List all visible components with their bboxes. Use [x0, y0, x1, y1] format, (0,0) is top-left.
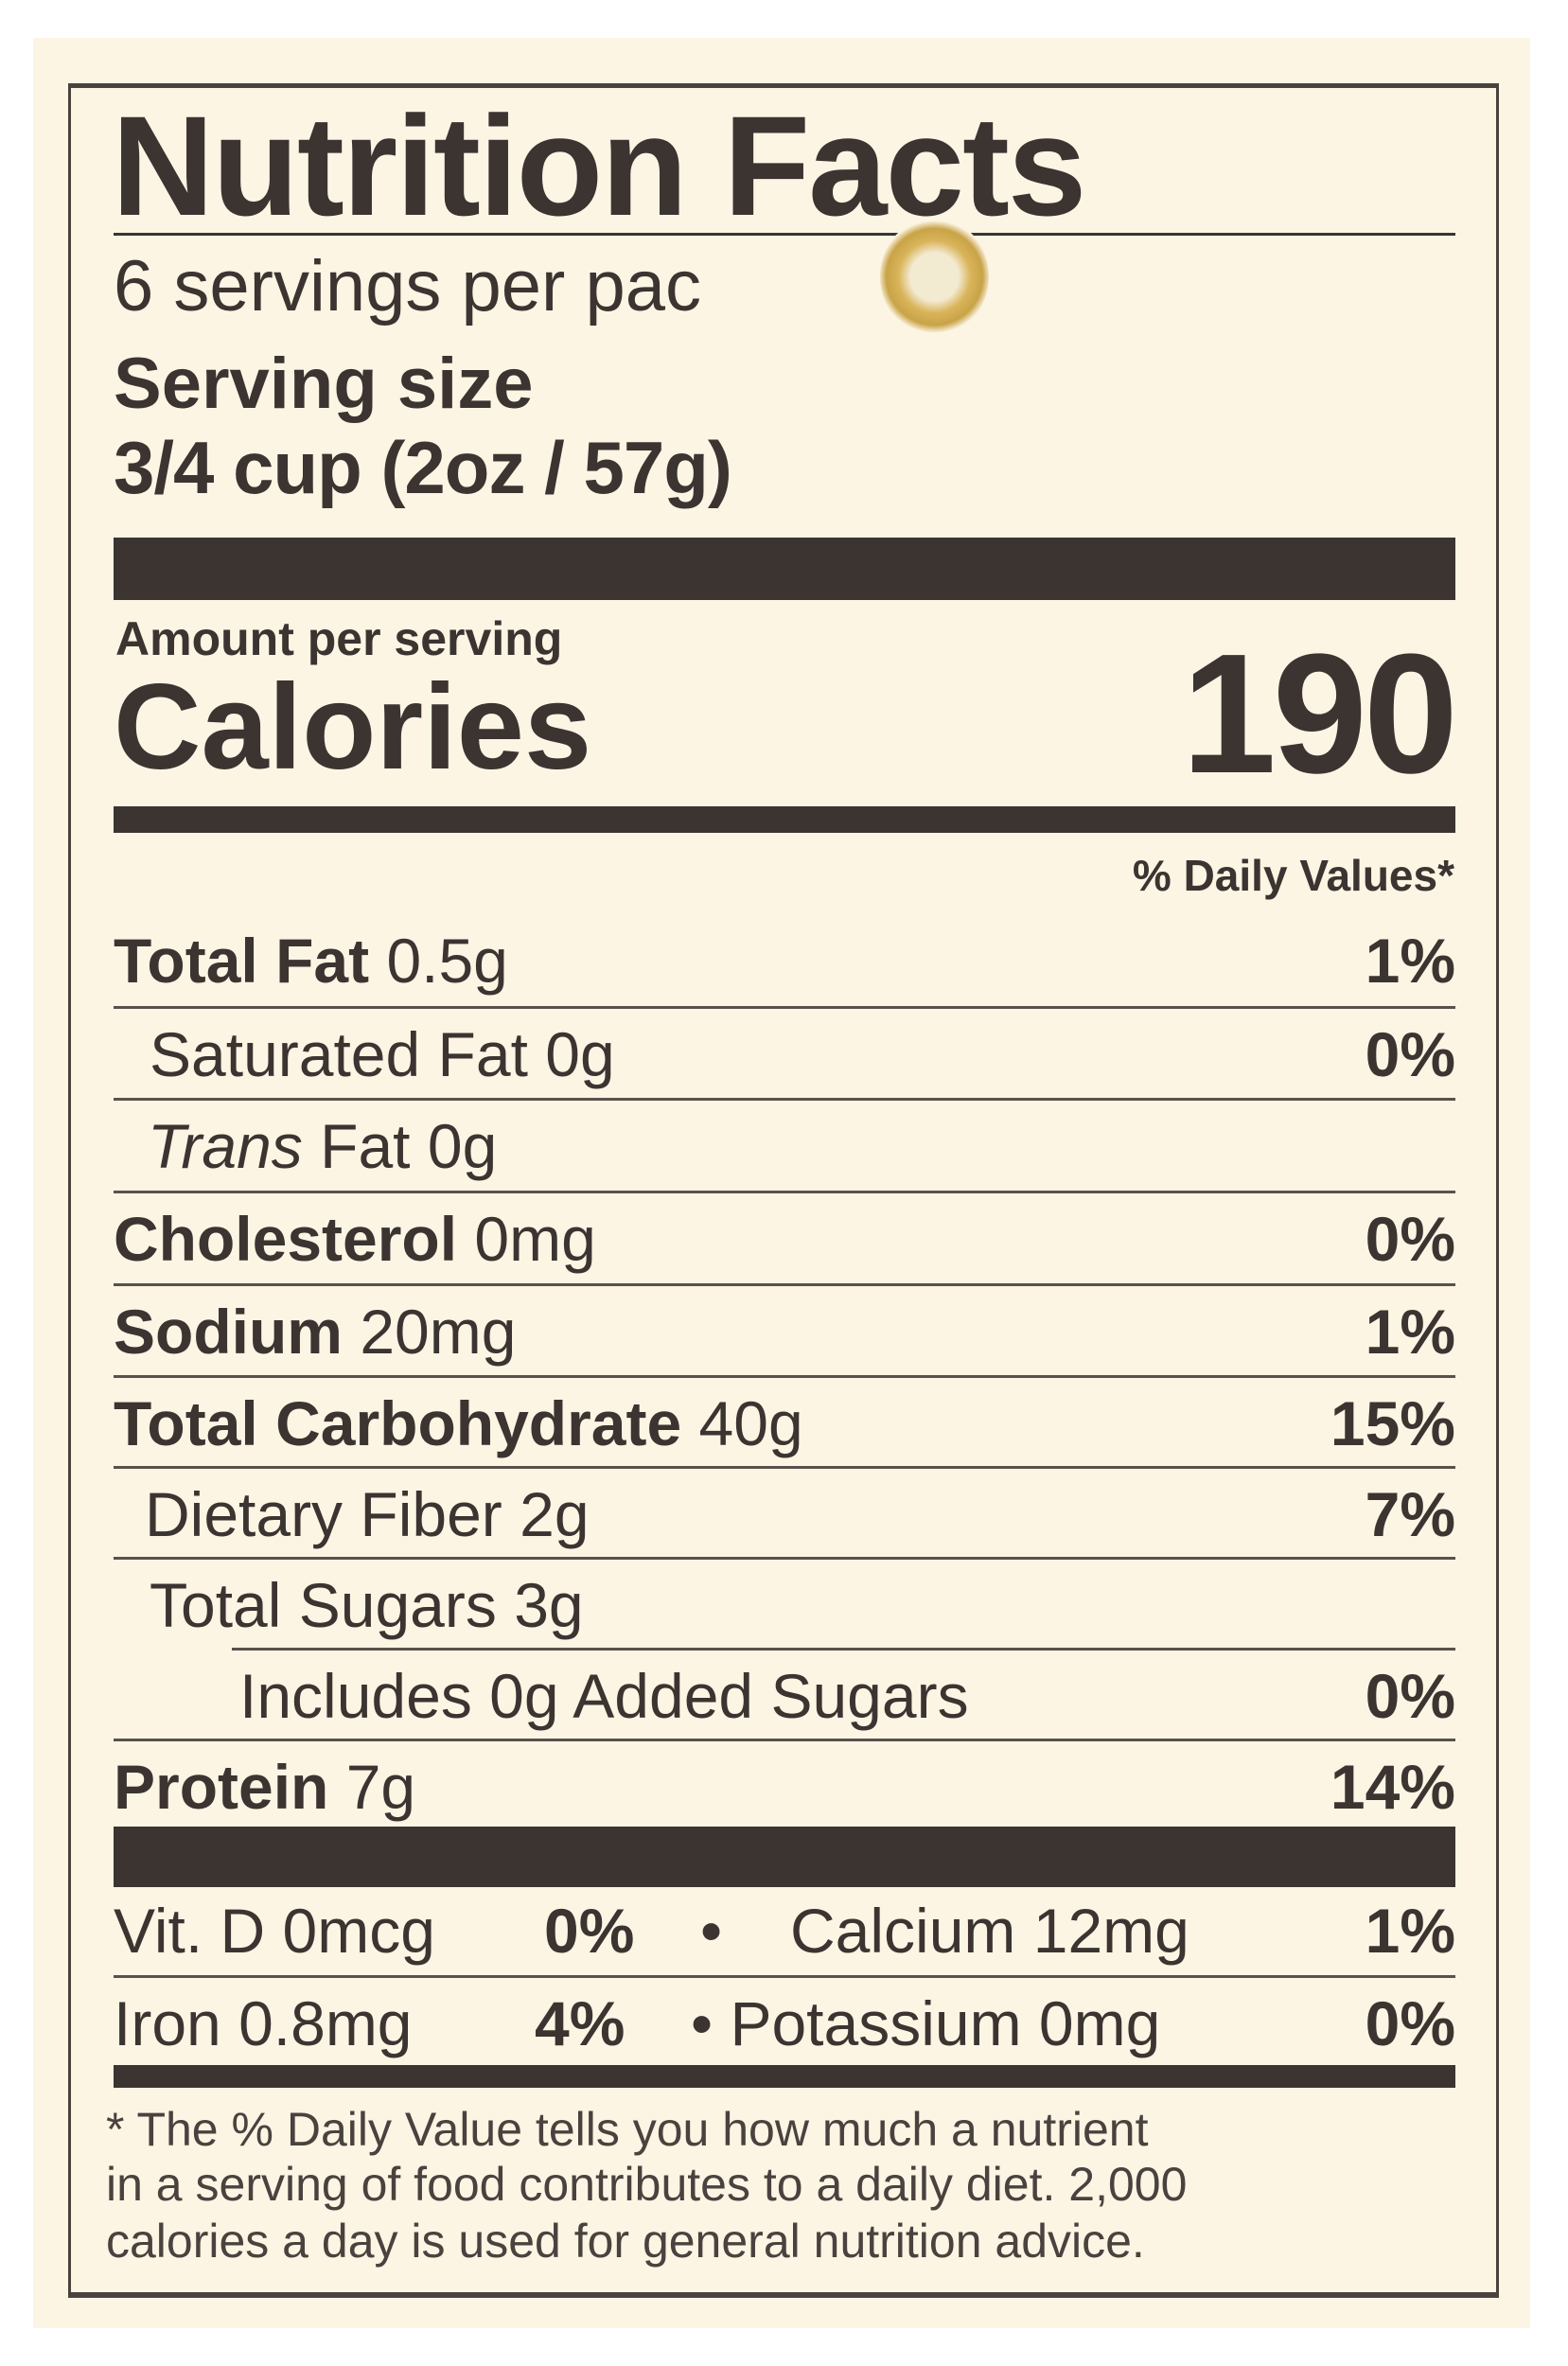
vitamin-row-1: Vit. D 0mcg 0% • Calcium 12mg 1% — [114, 1885, 1455, 1976]
nutrient-dv: 0% — [1365, 1019, 1455, 1089]
nutrient-dv: 0% — [1365, 1204, 1455, 1274]
footnote-line: calories a day is used for general nutri… — [106, 2215, 1145, 2268]
vitamin-dv: 1% — [1365, 1896, 1455, 1966]
thick-bar — [114, 538, 1455, 600]
nutrient-amount: 0g — [545, 1019, 615, 1089]
nutrient-amount: 0.5g — [386, 926, 508, 996]
nutrition-facts-panel — [68, 83, 1499, 2298]
bullet: • — [691, 1988, 714, 2058]
nutrient-dv: 14% — [1330, 1752, 1455, 1822]
nutrient-name: Protein — [114, 1752, 329, 1822]
nutrient-amount: 7g — [345, 1752, 416, 1822]
medium-bar — [114, 2065, 1455, 2088]
servings-per-container: 6 servings per pac — [114, 246, 701, 327]
vitamin-name: Potassium — [730, 1988, 1022, 2058]
nutrient-row-added-sugars: Includes 0g Added Sugars 0% — [232, 1648, 1455, 1741]
serving-size-label: Serving size — [114, 344, 534, 424]
nutrient-name: Dietary Fiber — [145, 1479, 502, 1549]
thick-bar — [114, 1827, 1455, 1887]
nutrient-name-rest: Fat — [320, 1111, 411, 1181]
vitamin-amount: 12mg — [1032, 1896, 1189, 1966]
title: Nutrition Facts — [112, 86, 1086, 245]
calories-label: Calories — [114, 660, 592, 795]
nutrient-amount: 0mg — [474, 1204, 596, 1274]
nutrient-name: Total Sugars — [150, 1570, 497, 1640]
label-background — [33, 38, 1530, 2328]
nutrient-name: Sodium — [114, 1297, 343, 1367]
nutrient-dv: 1% — [1365, 926, 1455, 996]
nutrient-amount: 0g — [427, 1111, 498, 1181]
amount-per-serving: Amount per serving — [115, 612, 563, 665]
nutrient-dv: 1% — [1365, 1297, 1455, 1367]
divider — [114, 233, 1455, 236]
nutrient-name: Cholesterol — [114, 1204, 458, 1274]
footnote-line: * The % Daily Value tells you how much a… — [106, 2103, 1149, 2156]
vitamin-dv: 0% — [544, 1896, 635, 1966]
vitamin-name: Vit. D — [114, 1896, 266, 1966]
serving-size-value: 3/4 cup (2oz / 57g) — [114, 426, 732, 509]
nutrient-amount: 40g — [698, 1388, 803, 1458]
nutrient-row-protein: Protein 7g 14% — [114, 1739, 1455, 1832]
nutrient-dv: 0% — [1365, 1661, 1455, 1731]
nutrient-row-total-fat: Total Fat 0.5g 1% — [114, 915, 1455, 1006]
nutrient-row-saturated-fat: Saturated Fat 0g 0% — [114, 1006, 1455, 1100]
nutrient-row-dietary-fiber: Dietary Fiber 2g 7% — [114, 1466, 1455, 1560]
nutrient-row-cholesterol: Cholesterol 0mg 0% — [114, 1191, 1455, 1284]
nutrient-row-total-carbohydrate: Total Carbohydrate 40g 15% — [114, 1375, 1455, 1469]
nutrient-dv: 7% — [1365, 1479, 1455, 1549]
medium-bar — [114, 806, 1455, 833]
vitamin-row-2: Iron 0.8mg 4% • Potassium 0mg 0% — [114, 1975, 1455, 2069]
nutrient-name: Trans — [148, 1111, 303, 1181]
nutrient-row-sodium: Sodium 20mg 1% — [114, 1283, 1455, 1377]
nutrient-name: Total Carbohydrate — [114, 1388, 682, 1458]
nutrient-amount: 3g — [514, 1570, 584, 1640]
nutrient-amount: 20mg — [360, 1297, 517, 1367]
vitamin-amount: 0mg — [1038, 1988, 1161, 2058]
nutrient-name: Includes 0g Added Sugars — [239, 1661, 969, 1731]
vitamin-amount: 0mcg — [282, 1896, 435, 1966]
vitamin-dv: 0% — [1365, 1988, 1455, 2058]
vitamin-name: Calcium — [790, 1896, 1016, 1966]
nutrient-name: Saturated Fat — [150, 1019, 528, 1089]
nutrient-dv: 15% — [1330, 1388, 1455, 1458]
bullet: • — [700, 1896, 723, 1966]
punched-hole — [880, 218, 989, 336]
calories-value: 190 — [1181, 619, 1458, 809]
footnote-line: in a serving of food contributes to a da… — [106, 2158, 1188, 2211]
nutrient-row-total-sugars: Total Sugars 3g — [114, 1557, 1455, 1651]
nutrient-name: Total Fat — [114, 926, 370, 996]
nutrient-row-trans-fat: Trans Fat 0g — [114, 1098, 1455, 1192]
vitamin-name: Iron — [114, 1988, 221, 2058]
daily-values-header: % Daily Values* — [1132, 851, 1454, 900]
vitamin-amount: 0.8mg — [238, 1988, 413, 2058]
vitamin-dv: 4% — [535, 1988, 625, 2058]
nutrient-amount: 2g — [520, 1479, 590, 1549]
